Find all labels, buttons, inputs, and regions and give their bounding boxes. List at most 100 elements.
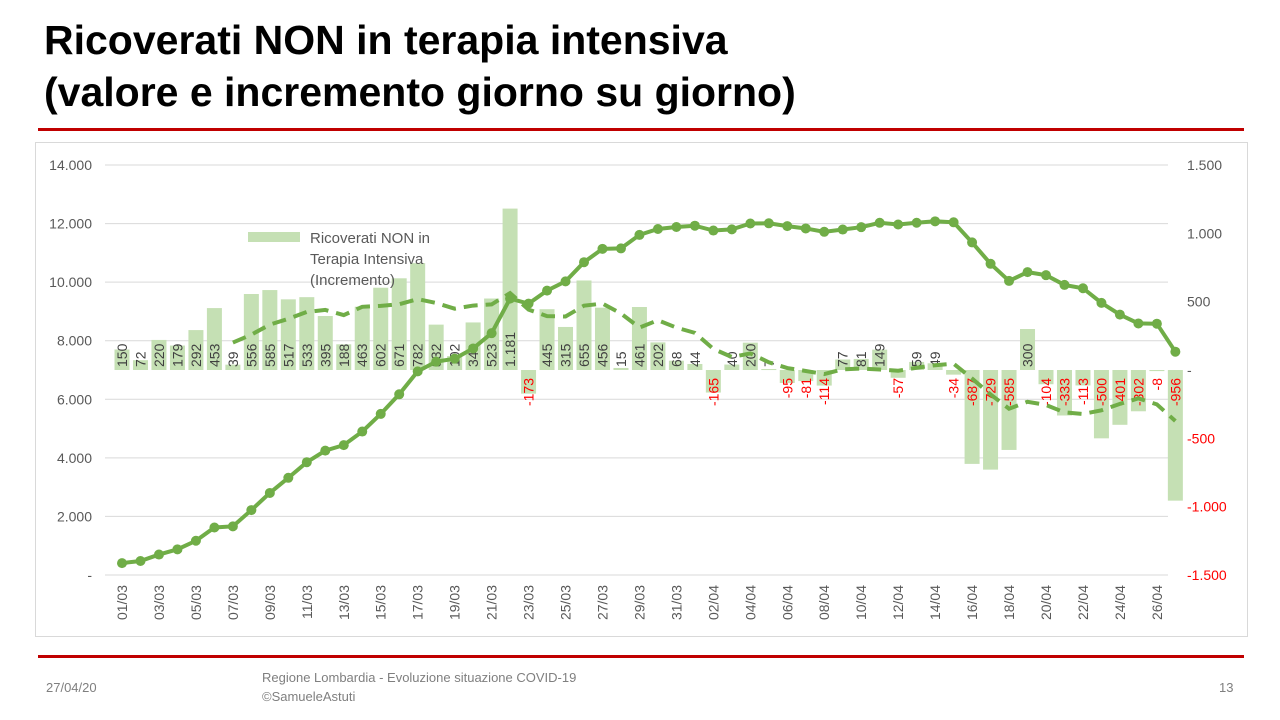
x-axis-tick: 16/04 xyxy=(964,585,980,620)
bar-data-label: -333 xyxy=(1056,378,1072,406)
bar-data-label: 556 xyxy=(243,343,259,367)
bar xyxy=(576,280,592,370)
right-axis-tick: -1.500 xyxy=(1187,567,1227,583)
value-point xyxy=(652,223,663,234)
bar-data-label: -81 xyxy=(798,378,814,398)
bar xyxy=(539,309,555,370)
bar-data-label: 202 xyxy=(650,343,666,367)
bar xyxy=(1167,370,1183,501)
bar-data-label: 453 xyxy=(206,343,222,367)
bar-data-label: -687 xyxy=(964,378,980,406)
value-point xyxy=(1041,270,1051,281)
value-point xyxy=(227,521,238,532)
page-number: 13 xyxy=(1219,680,1234,695)
trend-line xyxy=(232,290,1177,423)
x-axis-tick: 02/04 xyxy=(705,585,721,620)
value-point xyxy=(1004,275,1015,286)
value-point xyxy=(135,556,146,567)
bar xyxy=(373,287,389,370)
bar-data-label: 395 xyxy=(317,343,333,367)
bar-data-label: 782 xyxy=(410,343,426,367)
x-axis-tick: 04/04 xyxy=(742,585,758,620)
right-axis-tick: 500 xyxy=(1187,294,1211,310)
bar xyxy=(946,370,962,375)
x-axis-tick: 25/03 xyxy=(558,585,574,620)
left-axis-tick: 14.000 xyxy=(49,157,92,173)
bar-data-label: 300 xyxy=(1020,343,1036,367)
value-point xyxy=(911,217,922,228)
value-point xyxy=(394,389,405,400)
bar-data-label: -57 xyxy=(890,378,906,398)
value-point xyxy=(930,216,941,227)
value-point xyxy=(117,558,127,569)
x-axis-tick: 08/04 xyxy=(816,585,832,620)
footer-rule xyxy=(38,655,1244,658)
value-point xyxy=(763,218,774,229)
bar xyxy=(243,294,259,370)
value-point xyxy=(634,229,645,240)
bar xyxy=(798,370,814,382)
bar-data-label: 585 xyxy=(262,343,278,367)
bar-data-label: 655 xyxy=(576,343,592,367)
x-axis-tick: 26/04 xyxy=(1149,585,1165,620)
value-point xyxy=(190,535,201,546)
value-point xyxy=(1022,267,1033,278)
x-axis-tick: 27/03 xyxy=(594,585,610,620)
bar xyxy=(336,344,352,370)
bar-data-label: -956 xyxy=(1167,378,1183,406)
bar xyxy=(835,359,851,370)
bar xyxy=(1093,370,1109,439)
slide-title: Ricoverati NON in terapia intensiva (val… xyxy=(44,14,796,118)
footer-source: Regione Lombardia - Evoluzione situazion… xyxy=(262,668,576,706)
bar xyxy=(668,360,684,370)
bar xyxy=(853,358,869,370)
value-point xyxy=(246,505,257,516)
bar-data-label: 1.181 xyxy=(502,332,518,367)
bar xyxy=(779,370,795,383)
x-axis-tick: 06/04 xyxy=(779,585,795,620)
value-point xyxy=(283,472,294,483)
value-point xyxy=(357,426,368,437)
footer-date: 27/04/20 xyxy=(46,680,97,695)
bar-data-label: 149 xyxy=(872,343,888,367)
bar-data-label: -585 xyxy=(1001,378,1017,406)
value-point xyxy=(449,353,460,364)
bar-data-label: -95 xyxy=(779,378,795,398)
right-axis-tick: 1.000 xyxy=(1187,225,1222,241)
value-point xyxy=(985,258,996,269)
value-point xyxy=(671,221,682,232)
bar-data-label: 445 xyxy=(539,343,555,367)
bar xyxy=(890,370,906,378)
value-point xyxy=(1133,318,1144,329)
value-point xyxy=(523,298,534,309)
title-rule xyxy=(38,128,1244,131)
value-point xyxy=(579,257,589,268)
bar-data-label: -500 xyxy=(1093,378,1109,406)
bar-data-label: 59 xyxy=(909,351,925,367)
legend-label: Ricoverati NON in xyxy=(310,230,430,247)
value-point xyxy=(431,356,442,367)
bar xyxy=(650,342,666,370)
value-point xyxy=(209,522,220,533)
x-axis-tick: 29/03 xyxy=(631,585,647,620)
value-point xyxy=(819,226,830,237)
x-axis-tick: 22/04 xyxy=(1075,585,1091,620)
chart-frame xyxy=(35,142,1248,637)
x-axis-tick: 07/03 xyxy=(225,585,241,620)
value-point xyxy=(856,222,867,233)
value-point xyxy=(153,549,164,560)
bar xyxy=(761,369,777,371)
bar-data-label: 179 xyxy=(169,343,185,367)
title-line-1: Ricoverati NON in terapia intensiva xyxy=(44,17,728,63)
bar-data-label: -8 xyxy=(1149,378,1165,391)
bar xyxy=(280,299,296,370)
bar xyxy=(1056,370,1072,416)
bar xyxy=(1112,370,1128,425)
value-point xyxy=(1170,346,1181,357)
value-point xyxy=(1059,279,1070,290)
x-axis-tick: 20/04 xyxy=(1038,585,1054,620)
bar xyxy=(594,307,610,370)
bar-data-label: -114 xyxy=(816,378,832,405)
bar xyxy=(317,316,333,370)
